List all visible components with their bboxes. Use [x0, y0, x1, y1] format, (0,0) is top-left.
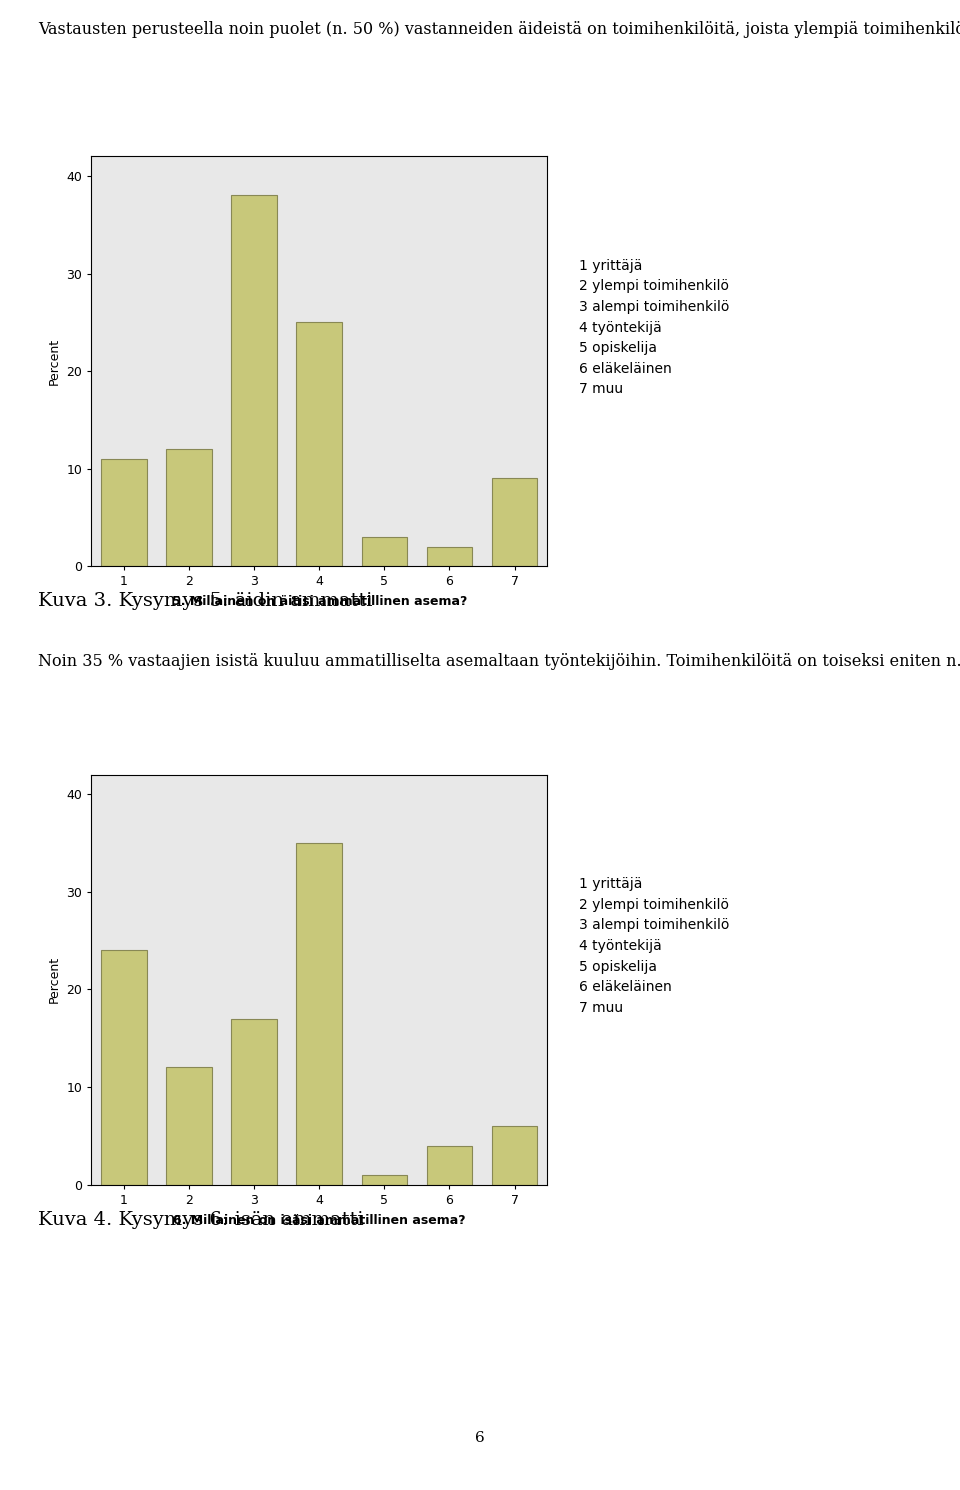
Bar [101, 951, 147, 1185]
X-axis label: 6. Millainen on isäsi ammatillinen asema?: 6. Millainen on isäsi ammatillinen asema… [173, 1213, 466, 1226]
Bar [166, 1067, 212, 1185]
Bar [492, 478, 538, 566]
Text: 1 yrittäjä
2 ylempi toimihenkilö
3 alempi toimihenkilö
4 työntekijä
5 opiskelija: 1 yrittäjä 2 ylempi toimihenkilö 3 alemp… [579, 878, 730, 1015]
Bar [231, 195, 276, 566]
Text: 1 yrittäjä
2 ylempi toimihenkilö
3 alempi toimihenkilö
4 työntekijä
5 opiskelija: 1 yrittäjä 2 ylempi toimihenkilö 3 alemp… [579, 259, 730, 396]
Bar [297, 322, 342, 566]
Y-axis label: Percent: Percent [48, 957, 60, 1003]
Bar [426, 1146, 472, 1185]
Text: Kuva 4. Kysymys 6: isän ammatti: Kuva 4. Kysymys 6: isän ammatti [38, 1211, 364, 1229]
Bar [297, 843, 342, 1185]
Text: 6: 6 [475, 1430, 485, 1445]
Text: Noin 35 % vastaajien isistä kuuluu ammatilliselta asemaltaan työntekijöihin. Toi: Noin 35 % vastaajien isistä kuuluu ammat… [38, 653, 960, 669]
Text: Vastausten perusteella noin puolet (n. 50 %) vastanneiden äideistä on toimihenki: Vastausten perusteella noin puolet (n. 5… [38, 21, 960, 37]
Bar [166, 448, 212, 566]
Bar [426, 547, 472, 566]
Bar [492, 1126, 538, 1185]
X-axis label: 5. Millainen on äitisi ammatillinen asema?: 5. Millainen on äitisi ammatillinen asem… [172, 595, 467, 608]
Bar [231, 1019, 276, 1185]
Y-axis label: Percent: Percent [48, 338, 60, 384]
Text: Kuva 3. Kysymys 5: äidin ammatti: Kuva 3. Kysymys 5: äidin ammatti [38, 592, 372, 609]
Bar [101, 459, 147, 566]
Bar [362, 536, 407, 566]
Bar [362, 1174, 407, 1185]
